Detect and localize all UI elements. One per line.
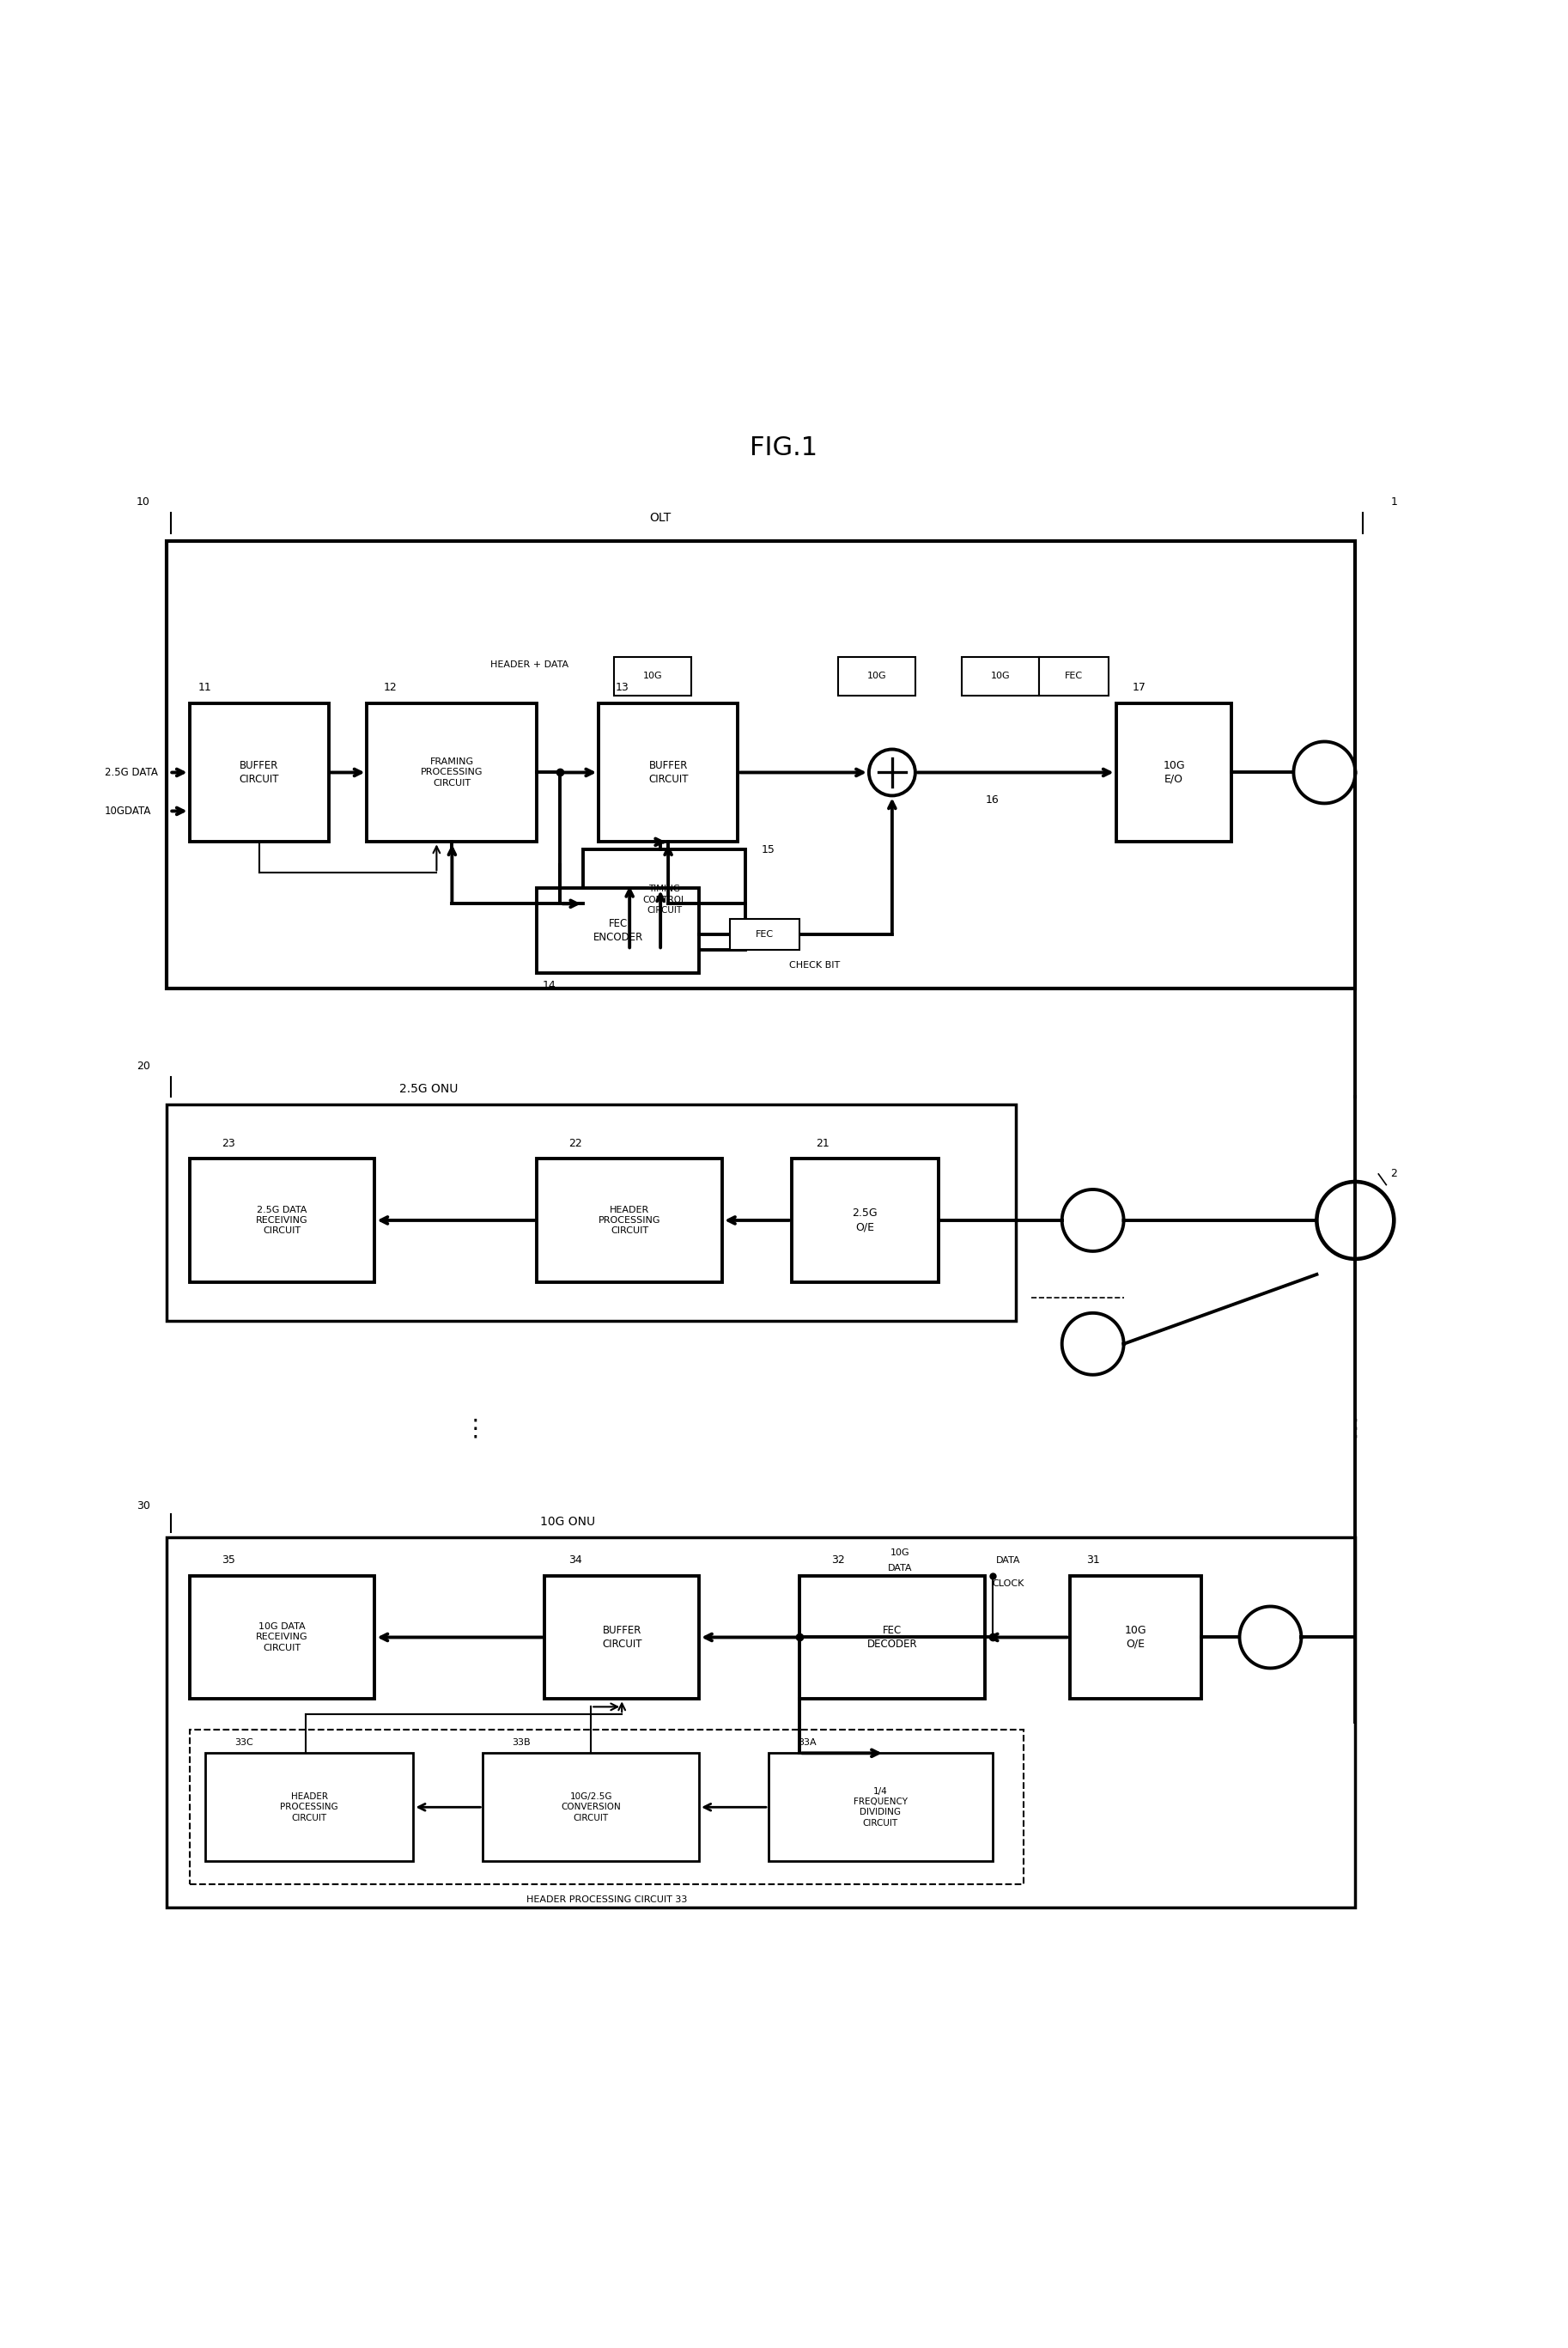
Text: HEADER + DATA: HEADER + DATA: [491, 660, 568, 669]
Text: 10G/2.5G
CONVERSION
CIRCUIT: 10G/2.5G CONVERSION CIRCUIT: [561, 1792, 621, 1822]
FancyBboxPatch shape: [583, 850, 745, 951]
Text: 11: 11: [198, 681, 212, 693]
FancyBboxPatch shape: [190, 1158, 375, 1282]
Text: 14: 14: [543, 979, 557, 991]
Text: ⋮: ⋮: [463, 1416, 488, 1442]
Text: FEC
ENCODER: FEC ENCODER: [593, 918, 643, 944]
FancyBboxPatch shape: [768, 1754, 993, 1862]
FancyBboxPatch shape: [190, 1730, 1024, 1885]
Text: 10G: 10G: [891, 1547, 909, 1557]
FancyBboxPatch shape: [190, 1576, 375, 1700]
FancyBboxPatch shape: [1038, 657, 1109, 695]
FancyBboxPatch shape: [483, 1754, 699, 1862]
Text: BUFFER
CIRCUIT: BUFFER CIRCUIT: [602, 1625, 641, 1651]
Text: TIMING
CONTROL
CIRCUIT: TIMING CONTROL CIRCUIT: [643, 885, 687, 916]
Text: ⋮: ⋮: [1344, 1416, 1367, 1442]
Text: 16: 16: [986, 794, 999, 805]
Text: CHECK BIT: CHECK BIT: [789, 960, 840, 970]
Text: 10G: 10G: [867, 672, 886, 681]
Text: FEC
DECODER: FEC DECODER: [867, 1625, 917, 1651]
Text: CLOCK: CLOCK: [993, 1578, 1024, 1587]
Text: BUFFER
CIRCUIT: BUFFER CIRCUIT: [648, 761, 688, 784]
Text: 21: 21: [815, 1136, 829, 1148]
Text: FIG.1: FIG.1: [750, 437, 818, 460]
Text: 2.5G ONU: 2.5G ONU: [400, 1082, 458, 1094]
FancyBboxPatch shape: [205, 1754, 414, 1862]
Text: FEC: FEC: [1065, 672, 1082, 681]
Text: 33B: 33B: [513, 1738, 532, 1747]
Text: 10G: 10G: [643, 672, 662, 681]
Text: 10: 10: [136, 498, 151, 507]
Text: 2.5G DATA
RECEIVING
CIRCUIT: 2.5G DATA RECEIVING CIRCUIT: [256, 1205, 309, 1235]
FancyBboxPatch shape: [367, 702, 536, 843]
FancyBboxPatch shape: [792, 1158, 938, 1282]
Text: 1: 1: [1391, 498, 1397, 507]
Text: 10G
O/E: 10G O/E: [1124, 1625, 1146, 1651]
Text: 10G DATA
RECEIVING
CIRCUIT: 10G DATA RECEIVING CIRCUIT: [256, 1622, 309, 1653]
Text: 13: 13: [615, 681, 629, 693]
FancyBboxPatch shape: [166, 540, 1355, 989]
FancyBboxPatch shape: [536, 1158, 723, 1282]
Text: 35: 35: [221, 1554, 235, 1566]
FancyBboxPatch shape: [961, 657, 1038, 695]
Text: 20: 20: [136, 1061, 151, 1071]
FancyBboxPatch shape: [599, 702, 737, 843]
Text: 23: 23: [221, 1136, 235, 1148]
FancyBboxPatch shape: [1069, 1576, 1201, 1700]
Text: 10GDATA: 10GDATA: [105, 805, 151, 817]
Text: DATA: DATA: [996, 1557, 1021, 1564]
Text: 31: 31: [1087, 1554, 1099, 1566]
Text: FRAMING
PROCESSING
CIRCUIT: FRAMING PROCESSING CIRCUIT: [420, 758, 483, 787]
Text: 17: 17: [1132, 681, 1146, 693]
Text: 33A: 33A: [798, 1738, 817, 1747]
Text: BUFFER
CIRCUIT: BUFFER CIRCUIT: [238, 761, 279, 784]
Text: 33C: 33C: [234, 1738, 252, 1747]
FancyBboxPatch shape: [800, 1576, 985, 1700]
FancyBboxPatch shape: [536, 888, 699, 972]
Text: HEADER
PROCESSING
CIRCUIT: HEADER PROCESSING CIRCUIT: [599, 1205, 660, 1235]
FancyBboxPatch shape: [615, 657, 691, 695]
FancyBboxPatch shape: [731, 918, 800, 951]
FancyBboxPatch shape: [190, 702, 328, 843]
Text: 30: 30: [136, 1500, 151, 1512]
Text: 22: 22: [569, 1136, 582, 1148]
Text: 10G ONU: 10G ONU: [541, 1514, 596, 1529]
FancyBboxPatch shape: [166, 1104, 1016, 1320]
Text: 34: 34: [569, 1554, 582, 1566]
Text: 10G: 10G: [991, 672, 1010, 681]
Text: 12: 12: [384, 681, 397, 693]
Text: OLT: OLT: [649, 512, 671, 524]
Text: 32: 32: [831, 1554, 845, 1566]
FancyBboxPatch shape: [837, 657, 916, 695]
Text: HEADER PROCESSING CIRCUIT 33: HEADER PROCESSING CIRCUIT 33: [525, 1895, 687, 1904]
Text: 2.5G DATA: 2.5G DATA: [105, 768, 158, 777]
Text: 2: 2: [1391, 1169, 1397, 1179]
FancyBboxPatch shape: [544, 1576, 699, 1700]
Text: 1/4
FREQUENCY
DIVIDING
CIRCUIT: 1/4 FREQUENCY DIVIDING CIRCUIT: [853, 1787, 908, 1827]
FancyBboxPatch shape: [1116, 702, 1232, 843]
Text: 15: 15: [762, 845, 775, 855]
Text: FEC: FEC: [756, 930, 773, 939]
FancyBboxPatch shape: [166, 1538, 1355, 1907]
Text: DATA: DATA: [887, 1564, 913, 1573]
Text: 10G
E/O: 10G E/O: [1163, 761, 1185, 784]
Text: 2.5G
O/E: 2.5G O/E: [853, 1207, 878, 1233]
Text: HEADER
PROCESSING
CIRCUIT: HEADER PROCESSING CIRCUIT: [281, 1792, 339, 1822]
